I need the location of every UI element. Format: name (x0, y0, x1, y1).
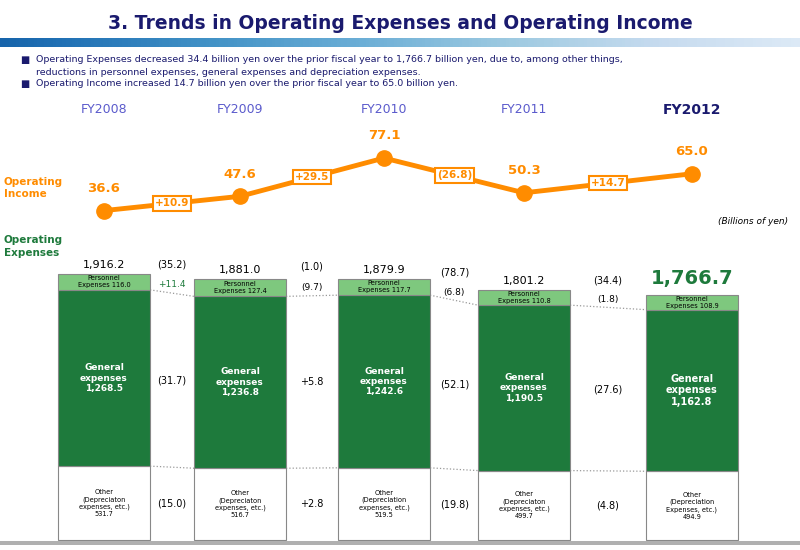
Text: Operating Income increased 14.7 billion yen over the prior fiscal year to 65.0 b: Operating Income increased 14.7 billion … (36, 79, 458, 87)
Text: (Billions of yen): (Billions of yen) (718, 217, 788, 226)
Text: (9.7): (9.7) (302, 283, 322, 292)
Text: ■: ■ (20, 55, 30, 65)
Text: 3. Trends in Operating Expenses and Operating Income: 3. Trends in Operating Expenses and Oper… (108, 14, 692, 33)
Text: +14.7: +14.7 (590, 178, 626, 188)
Text: Operating
Income: Operating Income (4, 177, 63, 199)
Text: FY2008: FY2008 (81, 103, 127, 116)
Text: (4.8): (4.8) (597, 500, 619, 510)
Text: +29.5: +29.5 (295, 172, 329, 182)
Bar (646, 471, 738, 540)
Text: Other
(Depreciation
Expenses, etc.)
494.9: Other (Depreciation Expenses, etc.) 494.… (666, 492, 718, 520)
Text: FY2012: FY2012 (662, 103, 722, 117)
Bar (338, 279, 430, 295)
Text: General
expenses
1,162.8: General expenses 1,162.8 (666, 374, 718, 407)
Text: +2.8: +2.8 (300, 499, 324, 509)
Text: +5.8: +5.8 (300, 377, 324, 387)
Text: 47.6: 47.6 (224, 168, 256, 180)
Text: (78.7): (78.7) (440, 267, 469, 278)
Text: (1.0): (1.0) (301, 262, 323, 272)
Text: (6.8): (6.8) (444, 288, 465, 296)
Bar (338, 468, 430, 540)
Text: 1,879.9: 1,879.9 (362, 265, 406, 275)
Text: Operating Expenses decreased 34.4 billion yen over the prior fiscal year to 1,76: Operating Expenses decreased 34.4 billio… (36, 55, 622, 64)
Text: ■: ■ (20, 79, 30, 89)
Text: General
expenses
1,190.5: General expenses 1,190.5 (500, 373, 548, 403)
Text: 1,881.0: 1,881.0 (219, 265, 261, 275)
Text: Personnel
Expenses 127.4: Personnel Expenses 127.4 (214, 281, 266, 294)
Bar (478, 471, 570, 540)
Bar (58, 274, 150, 290)
Text: (35.2): (35.2) (158, 260, 186, 270)
Bar (194, 296, 286, 468)
Text: +10.9: +10.9 (155, 199, 189, 208)
Text: FY2009: FY2009 (217, 103, 263, 116)
Text: reductions in personnel expenses, general expenses and depreciation expenses.: reductions in personnel expenses, genera… (36, 68, 421, 76)
Text: FY2010: FY2010 (361, 103, 407, 116)
Bar (194, 279, 286, 296)
Text: Other
(Depreciaton
expenses, etc.)
499.7: Other (Depreciaton expenses, etc.) 499.7 (498, 491, 550, 519)
Bar (58, 466, 150, 540)
Text: Personnel
Expenses 117.7: Personnel Expenses 117.7 (358, 280, 410, 294)
Text: 50.3: 50.3 (508, 164, 540, 177)
Bar (646, 295, 738, 310)
Text: 36.6: 36.6 (87, 182, 121, 195)
Text: 1,801.2: 1,801.2 (503, 276, 545, 286)
Bar (478, 290, 570, 305)
Bar (58, 290, 150, 466)
Bar (478, 305, 570, 471)
Text: (31.7): (31.7) (158, 375, 186, 385)
Text: Personnel
Expenses 108.9: Personnel Expenses 108.9 (666, 295, 718, 309)
Text: 77.1: 77.1 (368, 129, 400, 142)
Text: (34.4): (34.4) (594, 276, 622, 285)
Text: 65.0: 65.0 (676, 145, 708, 158)
Text: (52.1): (52.1) (440, 379, 469, 390)
Text: Operating
Expenses: Operating Expenses (4, 235, 63, 257)
Text: 1,766.7: 1,766.7 (650, 269, 734, 288)
Bar (646, 310, 738, 471)
Text: (19.8): (19.8) (440, 499, 469, 510)
Text: (1.8): (1.8) (598, 295, 618, 304)
Text: Other
(Depreciaton
expenses, etc.)
516.7: Other (Depreciaton expenses, etc.) 516.7 (214, 490, 266, 518)
Text: FY2011: FY2011 (501, 103, 547, 116)
Text: (26.8): (26.8) (437, 170, 472, 180)
Text: Personnel
Expenses 110.8: Personnel Expenses 110.8 (498, 291, 550, 304)
Text: Personnel
Expenses 116.0: Personnel Expenses 116.0 (78, 276, 130, 288)
Text: General
expenses
1,236.8: General expenses 1,236.8 (216, 367, 264, 397)
Bar (194, 468, 286, 540)
Text: General
expenses
1,242.6: General expenses 1,242.6 (360, 367, 408, 397)
Text: (27.6): (27.6) (594, 384, 622, 394)
Text: +11.4: +11.4 (158, 280, 186, 289)
Bar (0, 541, 800, 544)
Bar (338, 295, 430, 468)
Text: (15.0): (15.0) (158, 499, 186, 509)
Text: Other
(Depreciaton
expenses, etc.)
531.7: Other (Depreciaton expenses, etc.) 531.7 (78, 489, 130, 517)
Text: 1,916.2: 1,916.2 (83, 260, 125, 270)
Text: Other
(Depreciation
expenses, etc.)
519.5: Other (Depreciation expenses, etc.) 519.… (358, 490, 410, 518)
Text: General
expenses
1,268.5: General expenses 1,268.5 (80, 363, 128, 393)
